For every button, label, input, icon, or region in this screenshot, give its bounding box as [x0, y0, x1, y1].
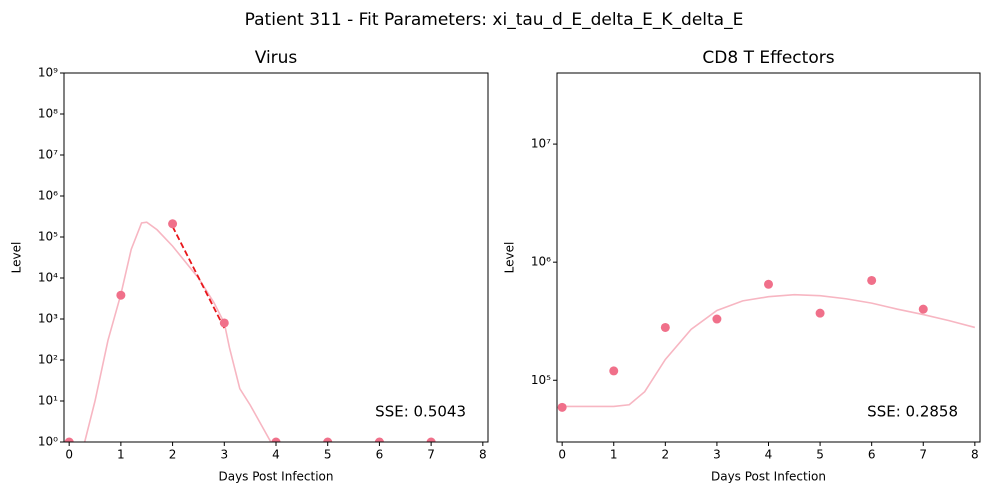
x-tick-label: 4	[765, 448, 773, 462]
y-tick-label: 10³	[38, 312, 58, 326]
x-tick-label: 5	[816, 448, 824, 462]
data-point	[918, 304, 928, 314]
x-tick-label: 0	[558, 448, 566, 462]
x-axis-label: Days Post Infection	[711, 470, 826, 484]
y-axis-label: Level	[503, 242, 517, 274]
data-point	[323, 437, 333, 442]
fit-line	[83, 221, 272, 442]
x-tick-label: 2	[662, 448, 670, 462]
data-point	[764, 279, 773, 289]
y-tick-label: 10²	[38, 353, 58, 367]
y-tick-label: 10⁰	[38, 435, 58, 449]
y-axis-label: Level	[10, 242, 24, 274]
chart-title: CD8 T Effectors	[702, 48, 834, 68]
annotation: SSE: 0.5043	[375, 403, 466, 421]
y-tick-label: 10⁹	[38, 66, 58, 80]
x-tick-label: 3	[220, 448, 228, 462]
data-point	[609, 366, 619, 376]
data-point	[815, 308, 825, 318]
figure-title: Patient 311 - Fit Parameters: xi_tau_d_E…	[245, 10, 744, 30]
y-tick-label: 10⁶	[531, 255, 551, 269]
y-tick-label: 10⁴	[38, 271, 58, 285]
data-point	[557, 402, 567, 412]
data-point	[867, 275, 877, 285]
plot-area	[64, 219, 436, 442]
y-tick-label: 10⁸	[38, 107, 58, 121]
data-point	[271, 437, 281, 442]
x-tick-label: 6	[868, 448, 876, 462]
data-point	[426, 437, 436, 442]
y-tick-label: 10⁷	[531, 137, 551, 151]
x-tick-label: 3	[713, 448, 721, 462]
y-tick-label: 10⁶	[38, 189, 58, 203]
x-tick-label: 7	[919, 448, 927, 462]
x-tick-label: 1	[117, 448, 125, 462]
y-tick-label: 10⁵	[531, 373, 551, 387]
x-tick-label: 8	[971, 448, 979, 462]
x-tick-label: 7	[427, 448, 435, 462]
x-tick-label: 6	[376, 448, 384, 462]
x-axis-label: Days Post Infection	[218, 470, 333, 484]
fit-line	[562, 293, 976, 408]
x-tick-label: 0	[65, 448, 73, 462]
trend-line	[171, 226, 226, 329]
x-tick-label: 2	[169, 448, 177, 462]
data-point	[64, 437, 74, 442]
y-tick-label: 10⁵	[38, 230, 58, 244]
x-tick-label: 1	[610, 448, 618, 462]
axes-frame	[556, 72, 981, 443]
annotation: SSE: 0.2858	[867, 403, 958, 421]
chart-title: Virus	[255, 48, 298, 68]
data-point	[168, 219, 178, 229]
x-tick-label: 5	[324, 448, 332, 462]
data-point	[219, 318, 229, 328]
x-tick-label: 8	[479, 448, 487, 462]
axes-frame	[63, 72, 489, 443]
y-tick-label: 10¹	[38, 394, 58, 408]
x-tick-label: 4	[272, 448, 280, 462]
data-point	[660, 322, 670, 332]
plot-area	[557, 275, 976, 412]
y-tick-label: 10⁷	[38, 148, 58, 162]
data-point	[374, 437, 384, 442]
data-point	[116, 290, 126, 300]
data-point	[712, 314, 722, 324]
